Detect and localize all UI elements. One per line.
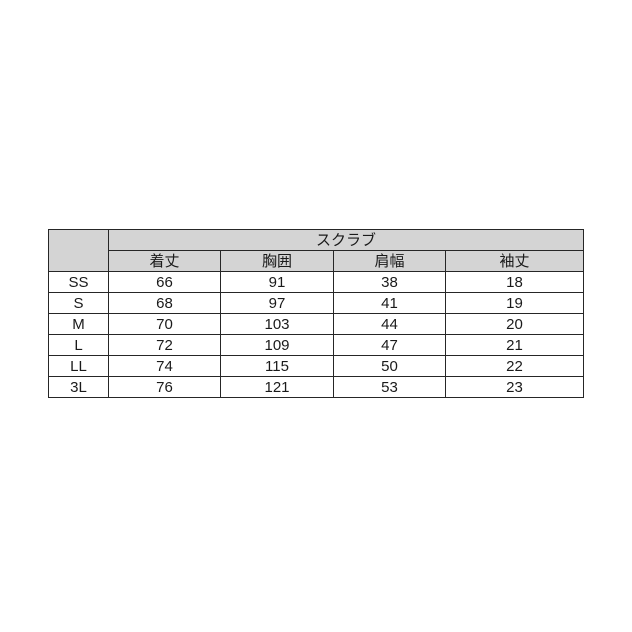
value-cell: 121 [220, 376, 334, 398]
size-cell: 3L [48, 376, 109, 398]
value-cell: 66 [108, 271, 221, 293]
value-cell: 21 [445, 334, 584, 356]
column-header-shoulder: 肩幅 [333, 250, 446, 272]
value-cell: 20 [445, 313, 584, 335]
value-cell: 47 [333, 334, 446, 356]
value-cell: 18 [445, 271, 584, 293]
value-cell: 72 [108, 334, 221, 356]
column-header-sleeve: 袖丈 [445, 250, 584, 272]
size-table-container: スクラブ 着丈 胸囲 肩幅 袖丈 SS 66 91 38 18 S 6 [48, 229, 584, 398]
value-cell: 91 [220, 271, 334, 293]
value-cell: 23 [445, 376, 584, 398]
column-header-row: 着丈 胸囲 肩幅 袖丈 [49, 250, 584, 272]
value-cell: 103 [220, 313, 334, 335]
group-header-row: スクラブ [48, 229, 584, 272]
value-cell: 76 [108, 376, 221, 398]
size-cell: SS [48, 271, 109, 293]
value-cell: 109 [220, 334, 334, 356]
size-cell: M [48, 313, 109, 335]
value-cell: 19 [445, 292, 584, 314]
table-row: SS 66 91 38 18 [48, 271, 584, 293]
value-cell: 41 [333, 292, 446, 314]
table-row: S 68 97 41 19 [48, 292, 584, 314]
value-cell: 70 [108, 313, 221, 335]
size-cell: L [48, 334, 109, 356]
column-header-chest: 胸囲 [220, 250, 334, 272]
size-cell: LL [48, 355, 109, 377]
value-cell: 74 [108, 355, 221, 377]
table-row: LL 74 115 50 22 [48, 355, 584, 377]
column-header-body-length: 着丈 [108, 250, 221, 272]
value-cell: 38 [333, 271, 446, 293]
table-row: L 72 109 47 21 [48, 334, 584, 356]
value-cell: 68 [108, 292, 221, 314]
value-cell: 53 [333, 376, 446, 398]
value-cell: 44 [333, 313, 446, 335]
table-row: 3L 76 121 53 23 [48, 376, 584, 398]
value-cell: 97 [220, 292, 334, 314]
group-header: スクラブ [108, 229, 584, 251]
corner-cell [48, 229, 109, 272]
value-cell: 115 [220, 355, 334, 377]
table-row: M 70 103 44 20 [48, 313, 584, 335]
value-cell: 22 [445, 355, 584, 377]
size-spec-table: スクラブ 着丈 胸囲 肩幅 袖丈 SS 66 91 38 18 S 6 [48, 229, 584, 398]
size-cell: S [48, 292, 109, 314]
value-cell: 50 [333, 355, 446, 377]
